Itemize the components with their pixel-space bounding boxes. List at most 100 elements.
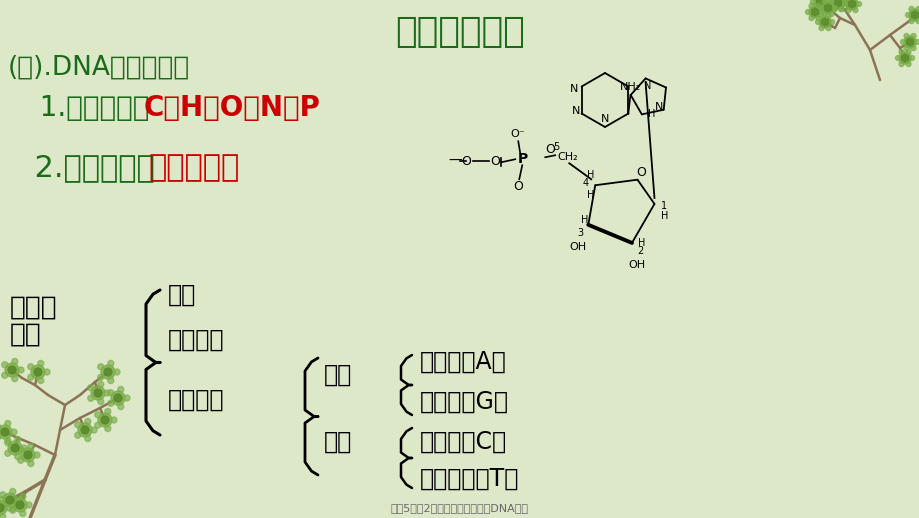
Circle shape: [118, 404, 124, 410]
Circle shape: [845, 0, 857, 10]
Circle shape: [2, 372, 7, 378]
Circle shape: [905, 49, 910, 54]
Circle shape: [6, 496, 14, 504]
Circle shape: [847, 0, 855, 8]
Circle shape: [823, 0, 829, 5]
Circle shape: [815, 0, 823, 6]
Circle shape: [10, 506, 16, 512]
Text: H: H: [586, 190, 594, 200]
Circle shape: [903, 46, 908, 51]
Circle shape: [31, 365, 45, 379]
Circle shape: [834, 0, 841, 7]
Text: H: H: [586, 170, 594, 180]
Text: O⁻: O⁻: [509, 130, 524, 139]
Circle shape: [903, 34, 908, 38]
Circle shape: [831, 0, 843, 9]
Circle shape: [18, 367, 24, 373]
Circle shape: [898, 52, 910, 64]
Circle shape: [74, 422, 81, 428]
Circle shape: [104, 368, 112, 376]
Circle shape: [8, 366, 16, 374]
Circle shape: [831, 7, 836, 11]
Circle shape: [821, 0, 826, 5]
Circle shape: [28, 443, 34, 450]
Circle shape: [820, 6, 825, 10]
Text: N: N: [569, 83, 577, 94]
Circle shape: [915, 19, 919, 23]
Circle shape: [828, 1, 833, 6]
Circle shape: [74, 433, 81, 438]
Circle shape: [813, 6, 818, 10]
Text: —: —: [448, 154, 461, 168]
Circle shape: [5, 440, 11, 445]
Circle shape: [97, 398, 104, 405]
Circle shape: [13, 498, 27, 512]
Circle shape: [903, 36, 915, 48]
Text: H: H: [580, 215, 587, 225]
Text: 专题5课题2多聚酶链式反应扩增DNA片断: 专题5课题2多聚酶链式反应扩增DNA片断: [391, 503, 528, 513]
Circle shape: [105, 426, 110, 431]
Circle shape: [114, 369, 119, 375]
Text: 4: 4: [582, 178, 587, 188]
Text: 2.基本单位：: 2.基本单位：: [15, 153, 154, 182]
Circle shape: [97, 364, 104, 370]
Circle shape: [838, 7, 843, 11]
Circle shape: [815, 4, 820, 8]
Circle shape: [16, 497, 22, 503]
Circle shape: [842, 1, 846, 6]
Text: O: O: [513, 180, 523, 193]
Circle shape: [818, 6, 823, 10]
Circle shape: [898, 62, 903, 66]
Circle shape: [124, 395, 130, 401]
Circle shape: [829, 20, 834, 24]
Text: H: H: [647, 109, 655, 119]
Text: O: O: [460, 155, 471, 168]
Text: H: H: [638, 238, 645, 248]
Circle shape: [818, 16, 830, 28]
Text: O: O: [490, 155, 500, 168]
Circle shape: [98, 413, 112, 427]
Circle shape: [831, 0, 843, 9]
Circle shape: [0, 513, 6, 518]
Circle shape: [111, 417, 117, 423]
Circle shape: [6, 505, 12, 511]
Circle shape: [21, 445, 27, 451]
Text: C、H、O、N、P: C、H、O、N、P: [143, 94, 320, 122]
Circle shape: [814, 20, 820, 24]
Circle shape: [21, 448, 35, 462]
Circle shape: [28, 375, 34, 380]
Circle shape: [78, 423, 92, 437]
Circle shape: [91, 427, 96, 433]
Text: 2: 2: [636, 246, 642, 256]
Circle shape: [0, 496, 6, 502]
Text: 胞嘧啶（C）: 胞嘧啶（C）: [420, 430, 506, 454]
Circle shape: [805, 9, 810, 15]
Circle shape: [0, 425, 12, 439]
Circle shape: [908, 6, 913, 11]
Circle shape: [8, 441, 22, 455]
Circle shape: [101, 416, 108, 424]
Circle shape: [10, 497, 16, 502]
Circle shape: [842, 2, 846, 7]
Circle shape: [87, 385, 94, 391]
Circle shape: [28, 461, 34, 467]
Circle shape: [821, 2, 834, 14]
Circle shape: [909, 55, 913, 61]
Text: O: O: [545, 143, 554, 156]
Circle shape: [10, 507, 16, 513]
Circle shape: [821, 11, 826, 17]
Text: H: H: [660, 211, 667, 221]
Circle shape: [17, 457, 24, 463]
Circle shape: [12, 376, 17, 382]
Circle shape: [105, 408, 110, 414]
Circle shape: [5, 438, 11, 443]
Circle shape: [823, 4, 831, 12]
Circle shape: [26, 502, 32, 508]
Circle shape: [813, 0, 825, 8]
Circle shape: [820, 18, 828, 26]
Text: OH: OH: [628, 260, 645, 270]
Circle shape: [108, 361, 114, 366]
Circle shape: [828, 1, 833, 6]
Circle shape: [5, 363, 19, 377]
Circle shape: [38, 361, 44, 366]
